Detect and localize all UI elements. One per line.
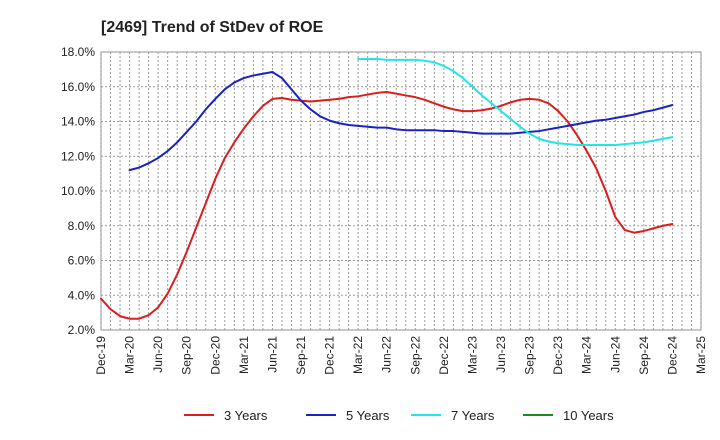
grid-lines xyxy=(100,51,702,331)
series-line-7-years xyxy=(357,57,674,146)
series-lines xyxy=(100,57,674,320)
x-tick-label: Mar-23 xyxy=(465,336,479,374)
x-tick-label: Dec-24 xyxy=(665,336,679,375)
x-tick-label: Sep-22 xyxy=(408,336,422,375)
legend-label: 7 Years xyxy=(451,408,495,423)
x-tick-label: Dec-20 xyxy=(208,336,222,375)
legend-label: 5 Years xyxy=(346,408,390,423)
y-tick-label: 14.0% xyxy=(61,115,95,129)
x-tick-label: Sep-24 xyxy=(637,336,651,375)
y-axis-ticks: 2.0% 4.0% 6.0% 8.0% 10.0% 12.0% 14.0% 16.0% 18.0… xyxy=(61,45,95,337)
x-tick-label: Mar-22 xyxy=(351,336,365,374)
x-tick-label: Jun-22 xyxy=(380,336,394,373)
x-tick-label: Sep-21 xyxy=(294,336,308,375)
y-tick-label: 8.0% xyxy=(68,219,96,233)
legend-label: 10 Years xyxy=(563,408,614,423)
x-tick-label: Sep-23 xyxy=(523,336,537,375)
chart-title: [2469] Trend of StDev of ROE xyxy=(101,19,324,36)
x-tick-label: Mar-21 xyxy=(237,336,251,374)
series-line-5-years xyxy=(128,70,674,172)
x-axis-ticks: Dec-19 Mar-20 Jun-20 Sep-20 Dec-20 Mar-21 Jun-… xyxy=(94,336,708,375)
x-tick-label: Jun-21 xyxy=(265,336,279,373)
y-tick-label: 12.0% xyxy=(61,149,95,163)
y-tick-label: 4.0% xyxy=(68,288,96,302)
x-tick-label: Jun-23 xyxy=(494,336,508,373)
x-tick-label: Mar-24 xyxy=(580,336,594,374)
x-tick-label: Dec-21 xyxy=(323,336,337,375)
y-tick-label: 10.0% xyxy=(61,184,95,198)
x-tick-label: Sep-20 xyxy=(180,336,194,375)
series-line-3-years xyxy=(100,90,674,320)
x-tick-label: Dec-19 xyxy=(94,336,108,375)
x-tick-label: Mar-20 xyxy=(123,336,137,374)
legend-label: 3 Years xyxy=(224,408,268,423)
x-tick-label: Dec-23 xyxy=(551,336,565,375)
x-tick-label: Dec-22 xyxy=(437,336,451,375)
y-tick-label: 2.0% xyxy=(68,323,96,337)
x-tick-label: Jun-24 xyxy=(608,336,622,373)
y-tick-label: 6.0% xyxy=(68,254,96,268)
x-tick-label: Jun-20 xyxy=(151,336,165,373)
legend: 3 Years 5 Years 7 Years 10 Years xyxy=(184,408,614,423)
y-tick-label: 18.0% xyxy=(61,45,95,59)
y-tick-label: 16.0% xyxy=(61,80,95,94)
x-tick-label: Mar-25 xyxy=(694,336,708,374)
